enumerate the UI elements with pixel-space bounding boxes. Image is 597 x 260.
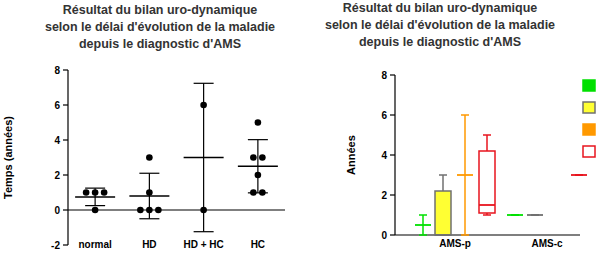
y-tick [63,139,68,140]
whisker-cap [461,234,469,236]
y-tick [390,154,395,155]
x-axis [68,209,285,210]
point [250,154,257,161]
x-tick-label: HD [142,239,156,250]
y-label: Années [345,135,357,175]
whisker [464,115,466,175]
whisker-cap [483,134,491,136]
y-axis [67,70,68,245]
title-line: selon le délai d'évolution de la maladie [45,20,275,34]
legend-swatch [583,124,595,135]
whisker [442,175,444,191]
error-cap [139,173,159,174]
y-tick-label: 0 [54,205,60,216]
median [435,234,451,236]
error-cap [139,218,159,219]
point [259,154,266,161]
y-tick-label: 0 [381,230,387,241]
box [435,191,451,235]
canvas: Résultat du bilan uro-dynamique selon le … [0,0,597,260]
y-tick [63,244,68,245]
error-bar [95,188,96,206]
error-cap [248,139,268,140]
x-tick-label: HC [251,239,265,250]
title: Résultat du bilan uro-dynamique selon le … [325,1,555,49]
whisker-cap [483,214,491,216]
whisker [422,225,424,235]
whisker [422,215,424,225]
error-cap [85,188,105,189]
error-bar [203,83,204,231]
error-cap [248,192,268,193]
point [137,207,144,214]
title-line: Résultat du bilan uro-dynamique [343,1,538,15]
point [83,189,90,196]
y-tick-label: 4 [54,135,60,146]
box [479,151,495,213]
y-tick [63,104,68,105]
median [457,174,473,176]
y-tick [390,74,395,75]
y-tick [390,234,395,235]
median [507,214,523,216]
plot-area [415,115,587,235]
error-bar [257,140,258,193]
y-tick-label: 6 [381,110,387,121]
point [155,207,162,214]
whisker-cap [439,174,447,176]
y-tick [63,209,68,210]
x-tick-label: HD + HC [183,239,223,250]
median [479,204,495,206]
y-tick [390,114,395,115]
title-line: Résultat du bilan uro-dynamique [63,3,258,17]
legend-swatch [583,146,595,157]
whisker-cap [419,234,427,236]
legend-swatch [583,102,595,113]
box [527,214,543,216]
box [507,214,523,216]
error-cap [194,83,214,84]
box [571,174,587,176]
point [92,207,99,214]
title-line: selon le délai d'évolution de la maladie [325,18,555,32]
x-tick-label: AMS-p [439,238,471,249]
y-tick [390,194,395,195]
point [101,189,108,196]
plot-area [75,83,278,231]
y-label: Temps (années) [2,116,14,199]
x-tick-label: AMS-c [531,238,563,249]
y-tick-label: 8 [381,70,387,81]
y-tick-label: 4 [381,150,387,161]
whisker-cap [461,114,469,116]
whisker-cap [419,214,427,216]
legend-swatch [583,80,595,91]
y-tick-label: -2 [51,240,60,251]
y-tick-label: 2 [54,170,60,181]
title-line: depuis le diagnostic d'AMS [79,37,241,51]
error-bar [149,173,150,219]
x-axis [395,234,580,235]
y-tick-label: 6 [54,100,60,111]
box [415,224,431,226]
error-cap [85,205,105,206]
y-tick [63,69,68,70]
title-line: depuis le diagnostic d'AMS [359,35,521,49]
y-tick-label: 8 [54,65,60,76]
whisker [486,135,488,151]
error-cap [194,231,214,232]
whisker [464,175,466,235]
point [146,154,153,161]
median [415,224,431,226]
box [457,174,473,176]
y-tick [63,174,68,175]
point [255,119,262,126]
median [527,214,543,216]
median [571,174,587,176]
x-tick-label: normal [78,239,112,250]
title: Résultat du bilan uro-dynamique selon le … [45,3,275,51]
y-tick-label: 2 [381,190,387,201]
